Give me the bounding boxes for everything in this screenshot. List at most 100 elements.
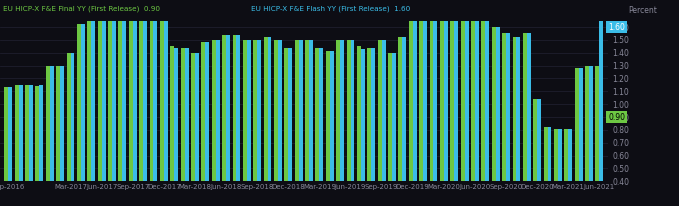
Bar [340,40,344,181]
Bar [433,0,437,181]
Bar [440,0,444,181]
Bar [547,127,551,181]
Bar [202,42,205,181]
Bar [371,48,375,181]
Bar [299,40,303,181]
Bar [191,53,195,181]
Bar [153,14,158,181]
Bar [481,14,485,181]
Bar [4,87,8,181]
Bar [8,87,12,181]
Bar [409,8,413,181]
Bar [112,17,116,181]
Text: EU HICP-X F&E Flash YY (First Release)  1.60: EU HICP-X F&E Flash YY (First Release) 1… [251,5,411,12]
Bar [15,85,18,181]
Bar [129,14,132,181]
Bar [589,66,593,181]
Bar [56,66,60,181]
Bar [71,53,75,181]
Bar [263,37,268,181]
Bar [382,40,386,181]
Bar [216,40,219,181]
Bar [50,66,54,181]
Bar [305,40,309,181]
Bar [77,25,81,181]
Bar [149,14,153,181]
Bar [350,40,354,181]
Bar [513,37,517,181]
Bar [35,86,39,181]
Bar [492,27,496,181]
Bar [175,48,178,181]
Bar [471,10,475,181]
Bar [29,85,33,181]
Bar [367,48,371,181]
Bar [460,10,464,181]
Bar [316,48,319,181]
Bar [378,40,382,181]
Bar [537,99,541,181]
Bar [278,40,282,181]
Bar [108,17,112,181]
Bar [143,14,147,181]
Bar [506,33,510,181]
Bar [274,40,278,181]
Bar [357,46,361,181]
Bar [330,52,333,181]
Bar [544,127,547,181]
Bar [170,46,175,181]
Text: EU HICP-X F&E Final YY (First Release)  0.90: EU HICP-X F&E Final YY (First Release) 0… [3,5,160,12]
Bar [564,129,568,181]
Bar [475,10,479,181]
Bar [253,40,257,181]
Bar [444,0,447,181]
Bar [326,52,330,181]
Bar [212,40,216,181]
Bar [464,10,469,181]
Bar [205,42,209,181]
Bar [160,14,164,181]
Bar [574,68,579,181]
Bar [81,25,85,181]
Bar [268,37,272,181]
Bar [399,37,403,181]
Bar [18,85,22,181]
Bar [346,40,350,181]
Bar [585,66,589,181]
Bar [423,0,427,181]
Bar [595,66,600,181]
Bar [319,48,323,181]
Bar [295,40,299,181]
Bar [554,129,558,181]
Bar [102,14,105,181]
Bar [246,40,251,181]
Text: Percent: Percent [628,6,657,15]
Bar [413,0,417,181]
Bar [496,27,500,181]
Bar [388,53,392,181]
Bar [289,48,292,181]
Bar [181,48,185,181]
Bar [132,14,136,181]
Bar [419,0,423,181]
Bar [361,49,365,181]
Bar [243,40,246,181]
Bar [502,33,506,181]
Bar [222,35,226,181]
Bar [285,48,289,181]
Bar [450,5,454,181]
Bar [46,66,50,181]
Text: 1.60: 1.60 [608,22,625,32]
Bar [336,40,340,181]
Bar [579,68,583,181]
Bar [164,14,168,181]
Bar [25,85,29,181]
Bar [485,14,490,181]
Bar [60,66,64,181]
Bar [226,35,230,181]
Bar [558,129,562,181]
Bar [257,40,261,181]
Bar [39,85,43,181]
Bar [523,33,527,181]
Bar [454,5,458,181]
